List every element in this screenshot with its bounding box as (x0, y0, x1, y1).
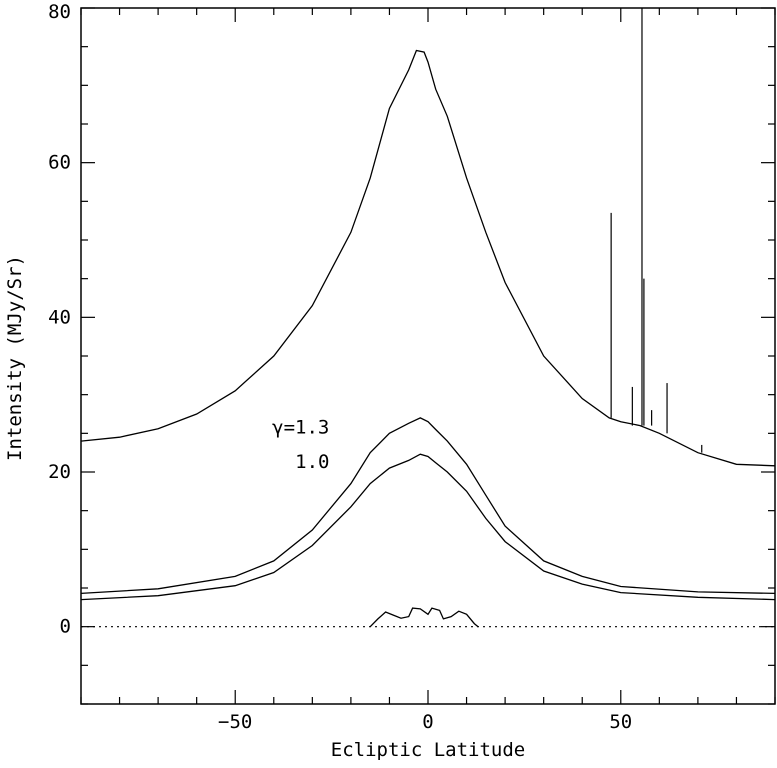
y-tick-label: 60 (48, 152, 71, 174)
series-line-3 (80, 453, 776, 601)
x-tick-label: 0 (422, 711, 433, 733)
x-axis-label: Ecliptic Latitude (331, 739, 525, 761)
x-tick-label: −50 (218, 711, 252, 733)
data-series (80, 49, 776, 628)
x-tick-label: 50 (609, 711, 632, 733)
y-tick-label: 20 (48, 461, 71, 483)
plot-frame (80, 7, 776, 705)
curve-annotation: 1.0 (295, 451, 329, 473)
data-spikes (610, 8, 703, 453)
axis-ticks (80, 7, 776, 705)
curve-annotation: γ=1.3 (272, 416, 329, 438)
y-tick-label: 80 (48, 1, 71, 23)
annotations: γ=1.3 1.0 (272, 416, 329, 473)
y-tick-label: 40 (48, 306, 71, 328)
series-line-1 (80, 49, 776, 467)
y-axis-label: Intensity (MJy/Sr) (4, 255, 26, 461)
series-line-2 (80, 417, 776, 595)
y-tick-label: 0 (60, 616, 71, 638)
series-line-4 (369, 607, 479, 628)
axis-tick-labels: −50 0 50 0 20 40 60 80 (48, 1, 632, 733)
